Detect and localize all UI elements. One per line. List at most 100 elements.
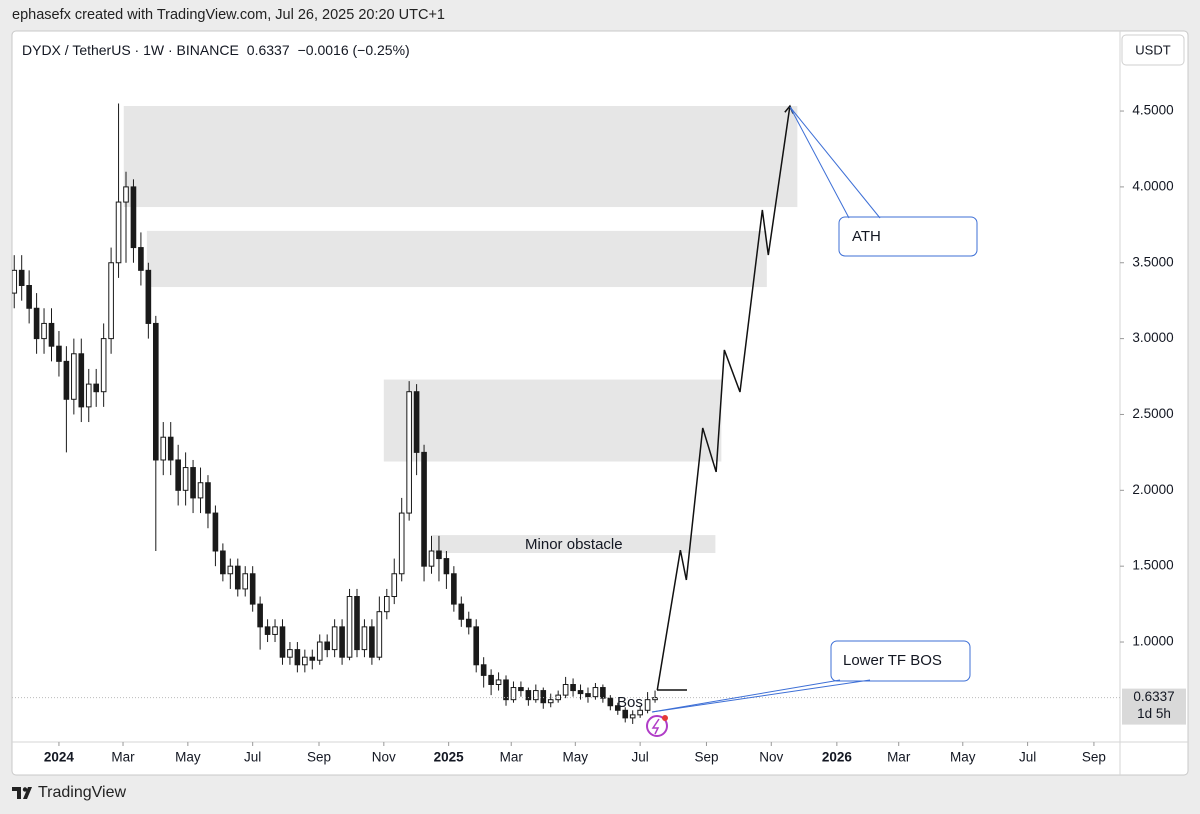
candle-body <box>458 603 465 620</box>
candle-body <box>428 550 435 567</box>
candle-body <box>413 391 420 453</box>
candle-body <box>145 269 152 324</box>
y-tick-label: 1.5000 <box>1132 558 1173 573</box>
candle-body <box>48 322 55 347</box>
event-icon[interactable] <box>646 715 668 737</box>
callout-leader <box>651 679 841 713</box>
candle-body <box>443 558 450 575</box>
candle-body <box>510 687 517 701</box>
candle-body <box>12 269 18 294</box>
candle-body <box>488 674 494 686</box>
candle-body <box>167 436 174 461</box>
callout-leader <box>651 679 871 713</box>
candle-body <box>398 512 405 575</box>
x-tick-label: Mar <box>887 750 911 765</box>
candle-body <box>518 687 524 692</box>
candle-body <box>242 573 249 590</box>
candle-body <box>316 641 323 661</box>
candle-body <box>637 709 643 716</box>
x-tick-label: Jul <box>244 750 261 765</box>
candle-body <box>369 626 375 658</box>
candle-body <box>41 322 47 340</box>
y-tick-label: 4.0000 <box>1132 178 1173 193</box>
candle-body <box>294 649 301 666</box>
candle-body <box>220 550 226 575</box>
candle-body <box>495 679 502 686</box>
candle-body <box>138 247 144 271</box>
candle-body <box>465 618 472 628</box>
candle-body <box>547 699 554 704</box>
candle-body <box>383 596 390 613</box>
x-tick-label: Jul <box>1019 750 1036 765</box>
callout-box <box>830 640 971 682</box>
candle-body <box>480 664 487 676</box>
candle-body <box>175 459 181 491</box>
candle-body <box>600 687 606 699</box>
y-tick-label: 1.0000 <box>1132 634 1173 649</box>
candle-body <box>309 656 316 661</box>
candle-body <box>302 656 308 666</box>
candle-body <box>436 550 442 560</box>
callout-text: Lower TF BOS <box>843 652 942 669</box>
y-tick-label: 4.5000 <box>1132 103 1173 118</box>
candle-body <box>331 626 338 651</box>
plot-area: Minor obstacle <box>12 103 1120 724</box>
y-tick-label: 3.0000 <box>1132 330 1173 345</box>
y-tick-label: 2.5000 <box>1132 406 1173 421</box>
x-tick-label: 2025 <box>434 750 465 765</box>
x-tick-label: Jul <box>632 750 649 765</box>
candle-body <box>108 262 114 340</box>
y-tick-label: 2.0000 <box>1132 482 1173 497</box>
candle-body <box>26 285 32 309</box>
credit: ephasefx created with TradingView.com, J… <box>12 7 445 23</box>
candle-body <box>577 690 584 695</box>
zone <box>383 379 722 462</box>
candle-body <box>346 596 353 658</box>
candle-body <box>227 565 234 575</box>
candle-body <box>71 353 77 400</box>
last-price-box <box>1122 688 1186 725</box>
candle-body <box>570 684 576 692</box>
candle-body <box>533 690 539 701</box>
candle-body <box>406 391 412 514</box>
event-dot <box>662 715 668 721</box>
candle-body <box>100 338 107 393</box>
x-tick-label: 2026 <box>822 750 853 765</box>
symbol-info: DYDX / TetherUS · 1W · BINANCE 0.6337 −0.0… <box>22 42 410 58</box>
last-price-label: 0.6337 <box>1133 689 1174 704</box>
zone <box>146 230 767 288</box>
callout-leader <box>789 106 850 219</box>
currency[interactable]: USDT <box>1135 42 1170 57</box>
x-tick-label: Mar <box>500 750 524 765</box>
candle-body <box>339 626 345 658</box>
callout-text: ATH <box>852 228 881 245</box>
candle-body <box>287 649 293 658</box>
candle-body <box>324 641 330 651</box>
x-tick-label: May <box>563 750 589 765</box>
candle-body <box>234 565 241 590</box>
candle-body <box>503 679 509 701</box>
candle-body <box>279 626 286 658</box>
countdown: 1d 5h <box>1137 706 1171 721</box>
x-tick-label: 2024 <box>44 750 75 765</box>
candle-body <box>18 269 25 287</box>
candle-body <box>391 573 398 598</box>
candle-body <box>614 705 621 711</box>
candle-body <box>115 201 122 264</box>
candle-body <box>473 626 480 666</box>
candle-body <box>421 451 427 567</box>
candle-body <box>257 603 263 628</box>
brand: TradingView <box>38 784 126 801</box>
candle-body <box>525 690 532 701</box>
candle-body <box>354 596 360 651</box>
candle-body <box>249 573 256 605</box>
candle-body <box>585 693 591 698</box>
candle-body <box>78 353 85 408</box>
candle-body <box>93 383 100 393</box>
candle-body <box>63 360 70 400</box>
currency-button[interactable] <box>1121 34 1185 66</box>
x-tick-label: Sep <box>694 750 718 765</box>
candle-body <box>160 436 167 461</box>
